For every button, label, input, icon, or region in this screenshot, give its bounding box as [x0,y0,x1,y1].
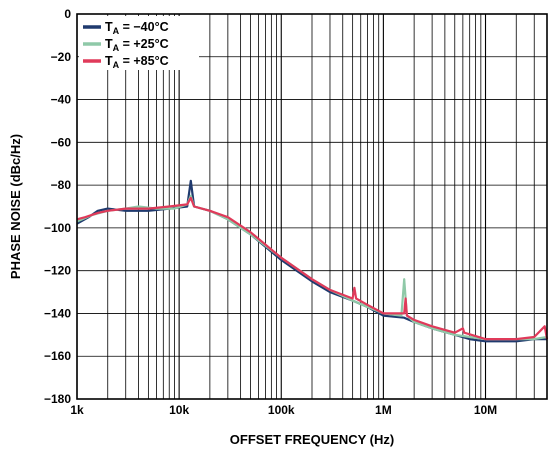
y-tick-label: −160 [44,349,71,363]
plot-frame [76,13,548,400]
legend-entry-plus25: TA = +25°C [83,37,169,53]
x-axis-label: OFFSET FREQUENCY (Hz) [230,432,394,447]
legend-label-minus40: TA = −40°C [105,20,169,36]
y-tick-label: −80 [51,178,72,192]
x-tick-label: 10k [169,403,189,417]
y-tick-label: 0 [64,7,71,21]
legend-main: T [105,54,113,68]
y-tick-label: −40 [51,93,72,107]
legend-rest: = +85°C [119,54,168,68]
x-tick-label: 10M [474,403,497,417]
y-tick-labels: 0 −20 −40 −60 −80 −100 −120 −140 −160 −180 [44,7,71,406]
x-tick-label: 1M [375,403,392,417]
legend-rest: = −40°C [119,20,168,34]
series-lines [76,179,549,343]
legend-entry-plus85: TA = +85°C [83,54,169,70]
legend-sub: A [113,43,120,53]
y-axis-label: PHASE NOISE (dBc/Hz) [8,134,23,279]
y-tick-label: −100 [44,221,71,235]
legend-sub: A [113,26,120,36]
legend-sub: A [113,60,120,70]
legend-main: T [105,37,113,51]
series-line-2 [76,196,549,341]
y-tick-label: −120 [44,264,71,278]
legend-main: T [105,20,113,34]
y-tick-label: −20 [51,50,72,64]
y-tick-label: −140 [44,306,71,320]
x-tick-labels: 1k 10k 100k 1M 10M [70,403,497,417]
x-tick-label: 1k [70,403,84,417]
legend-rest: = +25°C [119,37,168,51]
legend-entry-minus40: TA = −40°C [83,20,169,36]
legend-label-plus85: TA = +85°C [105,54,169,70]
y-tick-label: −60 [51,135,72,149]
y-tick-label: −180 [44,392,71,406]
x-tick-label: 100k [268,403,295,417]
legend: TA = −40°C TA = +25°C TA = +85°C [79,16,199,70]
legend-label-plus25: TA = +25°C [105,37,169,53]
